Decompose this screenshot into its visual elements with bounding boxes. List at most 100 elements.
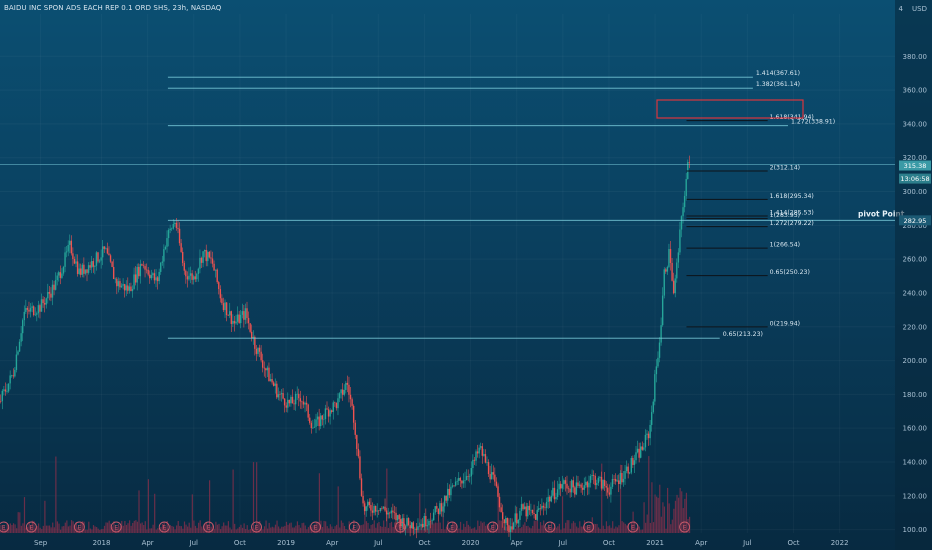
candle-body — [95, 252, 98, 266]
volume-bar — [287, 524, 289, 533]
candle-body — [398, 515, 400, 520]
candle-body — [81, 264, 84, 275]
volume-bar — [516, 524, 518, 533]
x-tick-label: 2019 — [277, 539, 295, 547]
candle-body — [473, 459, 476, 461]
volume-bar — [278, 526, 280, 533]
candle-body — [665, 269, 667, 272]
volume-bar — [216, 524, 219, 533]
candle-body — [114, 278, 116, 280]
volume-bar — [298, 525, 300, 533]
fib-level-label: 1(266.54) — [770, 242, 800, 249]
earnings-event-label: E — [77, 525, 81, 532]
y-tick-label: 280.00 — [903, 222, 928, 230]
volume-bar — [25, 527, 27, 533]
volume-bar — [378, 522, 380, 533]
volume-bar — [326, 526, 328, 533]
volume-bar — [466, 520, 468, 533]
candle-body — [533, 513, 535, 515]
volume-bar — [155, 529, 157, 533]
volume-bar — [445, 527, 448, 533]
volume-bar — [315, 522, 317, 533]
volume-bar — [555, 527, 557, 533]
volume-bar — [550, 522, 553, 533]
candle-body — [103, 246, 105, 249]
earnings-event-marker — [446, 521, 458, 533]
volume-bar — [160, 526, 162, 533]
y-tick-label: 320.00 — [903, 154, 928, 162]
volume-bar — [198, 522, 200, 533]
volume-bar — [223, 522, 225, 533]
volume-bar — [221, 526, 223, 533]
candle-body — [359, 456, 361, 479]
candle-body — [442, 506, 444, 512]
candle-body — [86, 269, 88, 273]
candle-body — [390, 510, 393, 514]
volume-bar — [306, 529, 308, 533]
volume-bar — [215, 521, 217, 533]
candle-body — [75, 261, 77, 264]
volume-bar — [16, 528, 18, 533]
candle-body — [657, 357, 659, 367]
volume-bar — [481, 522, 484, 533]
volume-bar — [560, 529, 562, 533]
volume-bar — [387, 527, 390, 533]
volume-bar — [392, 527, 394, 533]
volume-bar — [240, 524, 242, 533]
candle-body — [632, 457, 634, 465]
candle-body — [421, 523, 424, 528]
candle-body — [487, 462, 490, 475]
candle-body — [147, 269, 149, 275]
candle-body — [575, 482, 578, 495]
volume-bar — [133, 520, 135, 533]
candle-body — [318, 416, 320, 427]
candle-body — [561, 484, 563, 489]
volume-bar — [673, 508, 675, 533]
candle-body — [448, 488, 451, 496]
volume-bar — [260, 526, 262, 533]
volume-bar — [565, 522, 567, 533]
candle-body — [192, 276, 195, 280]
candle-body — [409, 525, 411, 529]
volume-bar — [626, 525, 628, 533]
highlight-box — [656, 99, 804, 119]
candle-body — [315, 419, 317, 427]
volume-bar — [649, 522, 651, 533]
volume-bar — [605, 521, 608, 533]
fib-level-label: 2(312.14) — [770, 164, 800, 171]
volume-bar — [299, 527, 302, 533]
candle-body — [596, 483, 598, 486]
candle-body — [378, 510, 380, 512]
earnings-event-label: E — [548, 525, 552, 532]
volume-bar — [212, 524, 214, 533]
candle-body — [520, 504, 523, 511]
candle-body — [329, 410, 331, 417]
candle-body — [497, 486, 499, 497]
candle-body — [47, 292, 49, 299]
volume-bar — [395, 522, 397, 533]
volume-bar — [307, 527, 310, 533]
candle-body — [191, 273, 193, 280]
candle-body — [685, 179, 687, 196]
volume-bar — [345, 529, 347, 533]
volume-bar — [670, 524, 672, 533]
price-tag — [899, 173, 931, 184]
candle-body — [527, 505, 529, 517]
volume-bar — [8, 527, 10, 533]
volume-bar — [91, 529, 93, 533]
volume-bar — [362, 524, 364, 533]
candle-body — [439, 503, 441, 514]
volume-bar — [469, 526, 471, 533]
candle-body — [484, 454, 487, 463]
candle-body — [178, 228, 181, 244]
volume-bar — [141, 522, 143, 533]
volume-bar — [48, 525, 51, 533]
volume-bar — [208, 480, 211, 533]
volume-bar — [483, 521, 485, 533]
candle-body — [396, 515, 399, 521]
x-tick-label: Oct — [787, 539, 799, 547]
volume-bar — [161, 524, 164, 533]
candle-body — [472, 459, 474, 469]
